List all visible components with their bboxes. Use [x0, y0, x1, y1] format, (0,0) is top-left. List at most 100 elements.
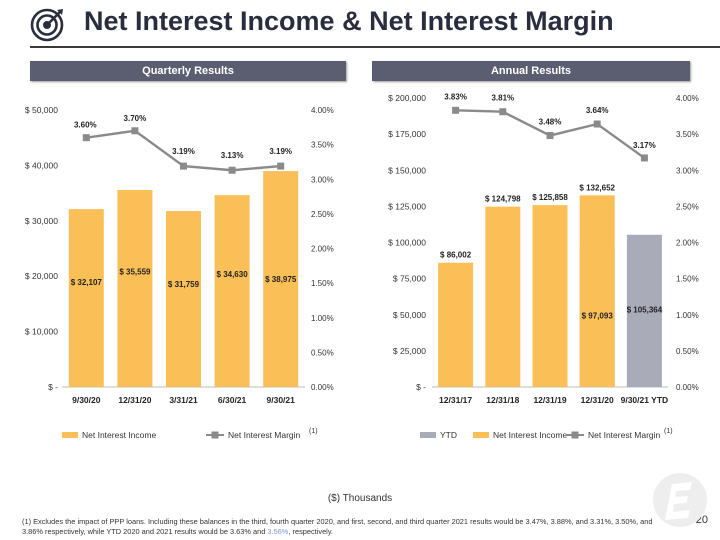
annual-category-label: 12/31/17: [439, 395, 472, 405]
quarterly-left-tick-label: $ 50,000: [25, 105, 58, 115]
quarterly-margin-label: 3.19%: [172, 147, 195, 156]
annual-right-tick-label: 2.50%: [676, 202, 699, 211]
annual-bar-value-label: $ 86,002: [440, 251, 472, 260]
footnote: (1) Excludes the impact of PPP loans. In…: [22, 517, 662, 537]
annual-bar-value-label: $ 97,093: [582, 312, 614, 321]
annual-right-tick-label: 2.00%: [676, 239, 699, 248]
annual-margin-label: 3.48%: [539, 118, 562, 127]
annual-bar-net-interest-income: [485, 206, 521, 387]
annual-bar-ytd: [626, 234, 662, 387]
annual-right-tick-label: 4.00%: [676, 94, 699, 103]
quarterly-margin-label: 3.70%: [124, 114, 147, 123]
annual-legend-label: YTD: [440, 430, 457, 440]
quarterly-legend-label: Net Interest Margin: [228, 430, 301, 440]
quarterly-bar-value-label: $ 35,559: [119, 268, 151, 277]
annual-left-tick-label: $ -: [416, 382, 426, 392]
quarterly-bar-net-interest-income: [68, 209, 104, 387]
annual-bar-value-label: $ 132,652: [579, 183, 615, 192]
annual-left-tick-label: $ 200,000: [388, 93, 426, 103]
quarterly-legend-swatch: [62, 432, 78, 438]
quarterly-bar-net-interest-income: [263, 171, 299, 387]
annual-left-tick-label: $ 50,000: [393, 310, 426, 320]
quarterly-right-tick-label: 2.50%: [311, 210, 334, 219]
annual-right-tick-label: 3.50%: [676, 130, 699, 139]
annual-left-tick-label: $ 125,000: [388, 201, 426, 211]
quarterly-left-tick-label: $ 10,000: [25, 327, 58, 337]
annual-margin-label: 3.64%: [586, 106, 609, 115]
quarterly-right-tick-label: 1.50%: [311, 279, 334, 288]
quarterly-right-tick-label: 1.00%: [311, 314, 334, 323]
quarterly-right-tick-label: 2.00%: [311, 245, 334, 254]
annual-right-tick-label: 3.00%: [676, 166, 699, 175]
annual-margin-point: [640, 154, 648, 162]
quarterly-margin-point: [82, 134, 90, 142]
annual-bar-net-interest-income: [532, 205, 568, 387]
annual-results-banner: Annual Results: [372, 61, 690, 81]
annual-margin-label: 3.83%: [444, 92, 467, 101]
annual-category-label: 12/31/18: [486, 395, 519, 405]
units-note: ($) Thousands: [327, 493, 393, 504]
annual-legend-footnote-ref: (1): [664, 428, 673, 435]
company-logo-icon: [653, 473, 707, 527]
annual-margin-point: [593, 120, 601, 128]
quarterly-right-tick-label: 3.00%: [311, 175, 334, 184]
annual-category-label: 12/31/20: [581, 395, 614, 405]
quarterly-left-tick-label: $ 40,000: [25, 160, 58, 170]
title-divider: [30, 46, 720, 48]
annual-bar-net-interest-income: [438, 262, 474, 387]
annual-legend-swatch: [420, 432, 436, 438]
quarterly-bar-net-interest-income: [214, 195, 250, 387]
quarterly-margin-point: [131, 127, 139, 135]
quarterly-right-tick-label: 0.00%: [311, 383, 334, 392]
quarterly-right-tick-label: 3.50%: [311, 141, 334, 150]
quarterly-bar-value-label: $ 31,759: [168, 280, 200, 289]
footnote-end: , respectively.: [288, 527, 334, 536]
annual-left-tick-label: $ 25,000: [393, 346, 426, 356]
target-logo-icon: [30, 8, 64, 42]
annual-right-tick-label: 1.00%: [676, 311, 699, 320]
annual-category-label: 12/31/19: [533, 395, 566, 405]
quarterly-margin-label: 3.19%: [269, 147, 292, 156]
quarterly-margin-label: 3.13%: [221, 151, 244, 160]
annual-bar-value-label: $ 125,858: [532, 193, 568, 202]
annual-margin-label: 3.17%: [633, 141, 656, 150]
quarterly-left-tick-label: $ -: [48, 382, 58, 392]
annual-margin-point: [546, 132, 554, 140]
footnote-text: (1) Excludes the impact of PPP loans. In…: [22, 517, 653, 536]
quarterly-category-label: 6/30/21: [218, 395, 247, 405]
annual-right-tick-label: 0.00%: [676, 383, 699, 392]
quarterly-legend-marker: [211, 431, 219, 439]
quarterly-bar-net-interest-income: [117, 190, 153, 387]
quarterly-right-tick-label: 4.00%: [311, 106, 334, 115]
annual-legend-label: Net Interest Income: [493, 430, 567, 440]
quarterly-bar-net-interest-income: [166, 211, 201, 387]
quarterly-category-label: 9/30/20: [72, 395, 101, 405]
quarterly-bar-value-label: $ 38,975: [265, 275, 297, 284]
quarterly-legend-footnote-ref: (1): [309, 428, 318, 435]
annual-bar-value-label: $ 124,798: [485, 195, 521, 204]
quarterly-right-tick-label: 0.50%: [311, 348, 334, 357]
quarterly-margin-point: [180, 162, 187, 170]
annual-margin-point: [499, 108, 507, 116]
quarterly-category-label: 12/31/20: [118, 395, 151, 405]
quarterly-category-label: 3/31/21: [169, 395, 198, 405]
footnote-highlight: 3.56%: [267, 527, 289, 536]
annual-right-tick-label: 1.50%: [676, 275, 699, 284]
quarterly-results-banner: Quarterly Results: [30, 61, 346, 81]
page-title: Net Interest Income & Net Interest Margi…: [84, 6, 614, 36]
quarterly-legend-label: Net Interest Income: [82, 430, 156, 440]
annual-category-label: 9/30/21 YTD: [621, 395, 669, 405]
annual-bar-value-label: $ 105,364: [627, 306, 663, 315]
quarterly-bar-value-label: $ 34,630: [217, 270, 249, 279]
annual-left-tick-label: $ 100,000: [388, 238, 426, 248]
annual-left-tick-label: $ 75,000: [393, 274, 426, 284]
quarterly-margin-point: [228, 166, 236, 174]
quarterly-left-tick-label: $ 20,000: [25, 271, 58, 281]
quarterly-margin-label: 3.60%: [74, 121, 97, 130]
annual-left-tick-label: $ 175,000: [388, 129, 426, 139]
annual-margin-label: 3.81%: [491, 94, 514, 103]
annual-right-tick-label: 0.50%: [676, 347, 699, 356]
quarterly-margin-point: [277, 162, 285, 170]
quarterly-bar-value-label: $ 32,107: [71, 278, 103, 287]
